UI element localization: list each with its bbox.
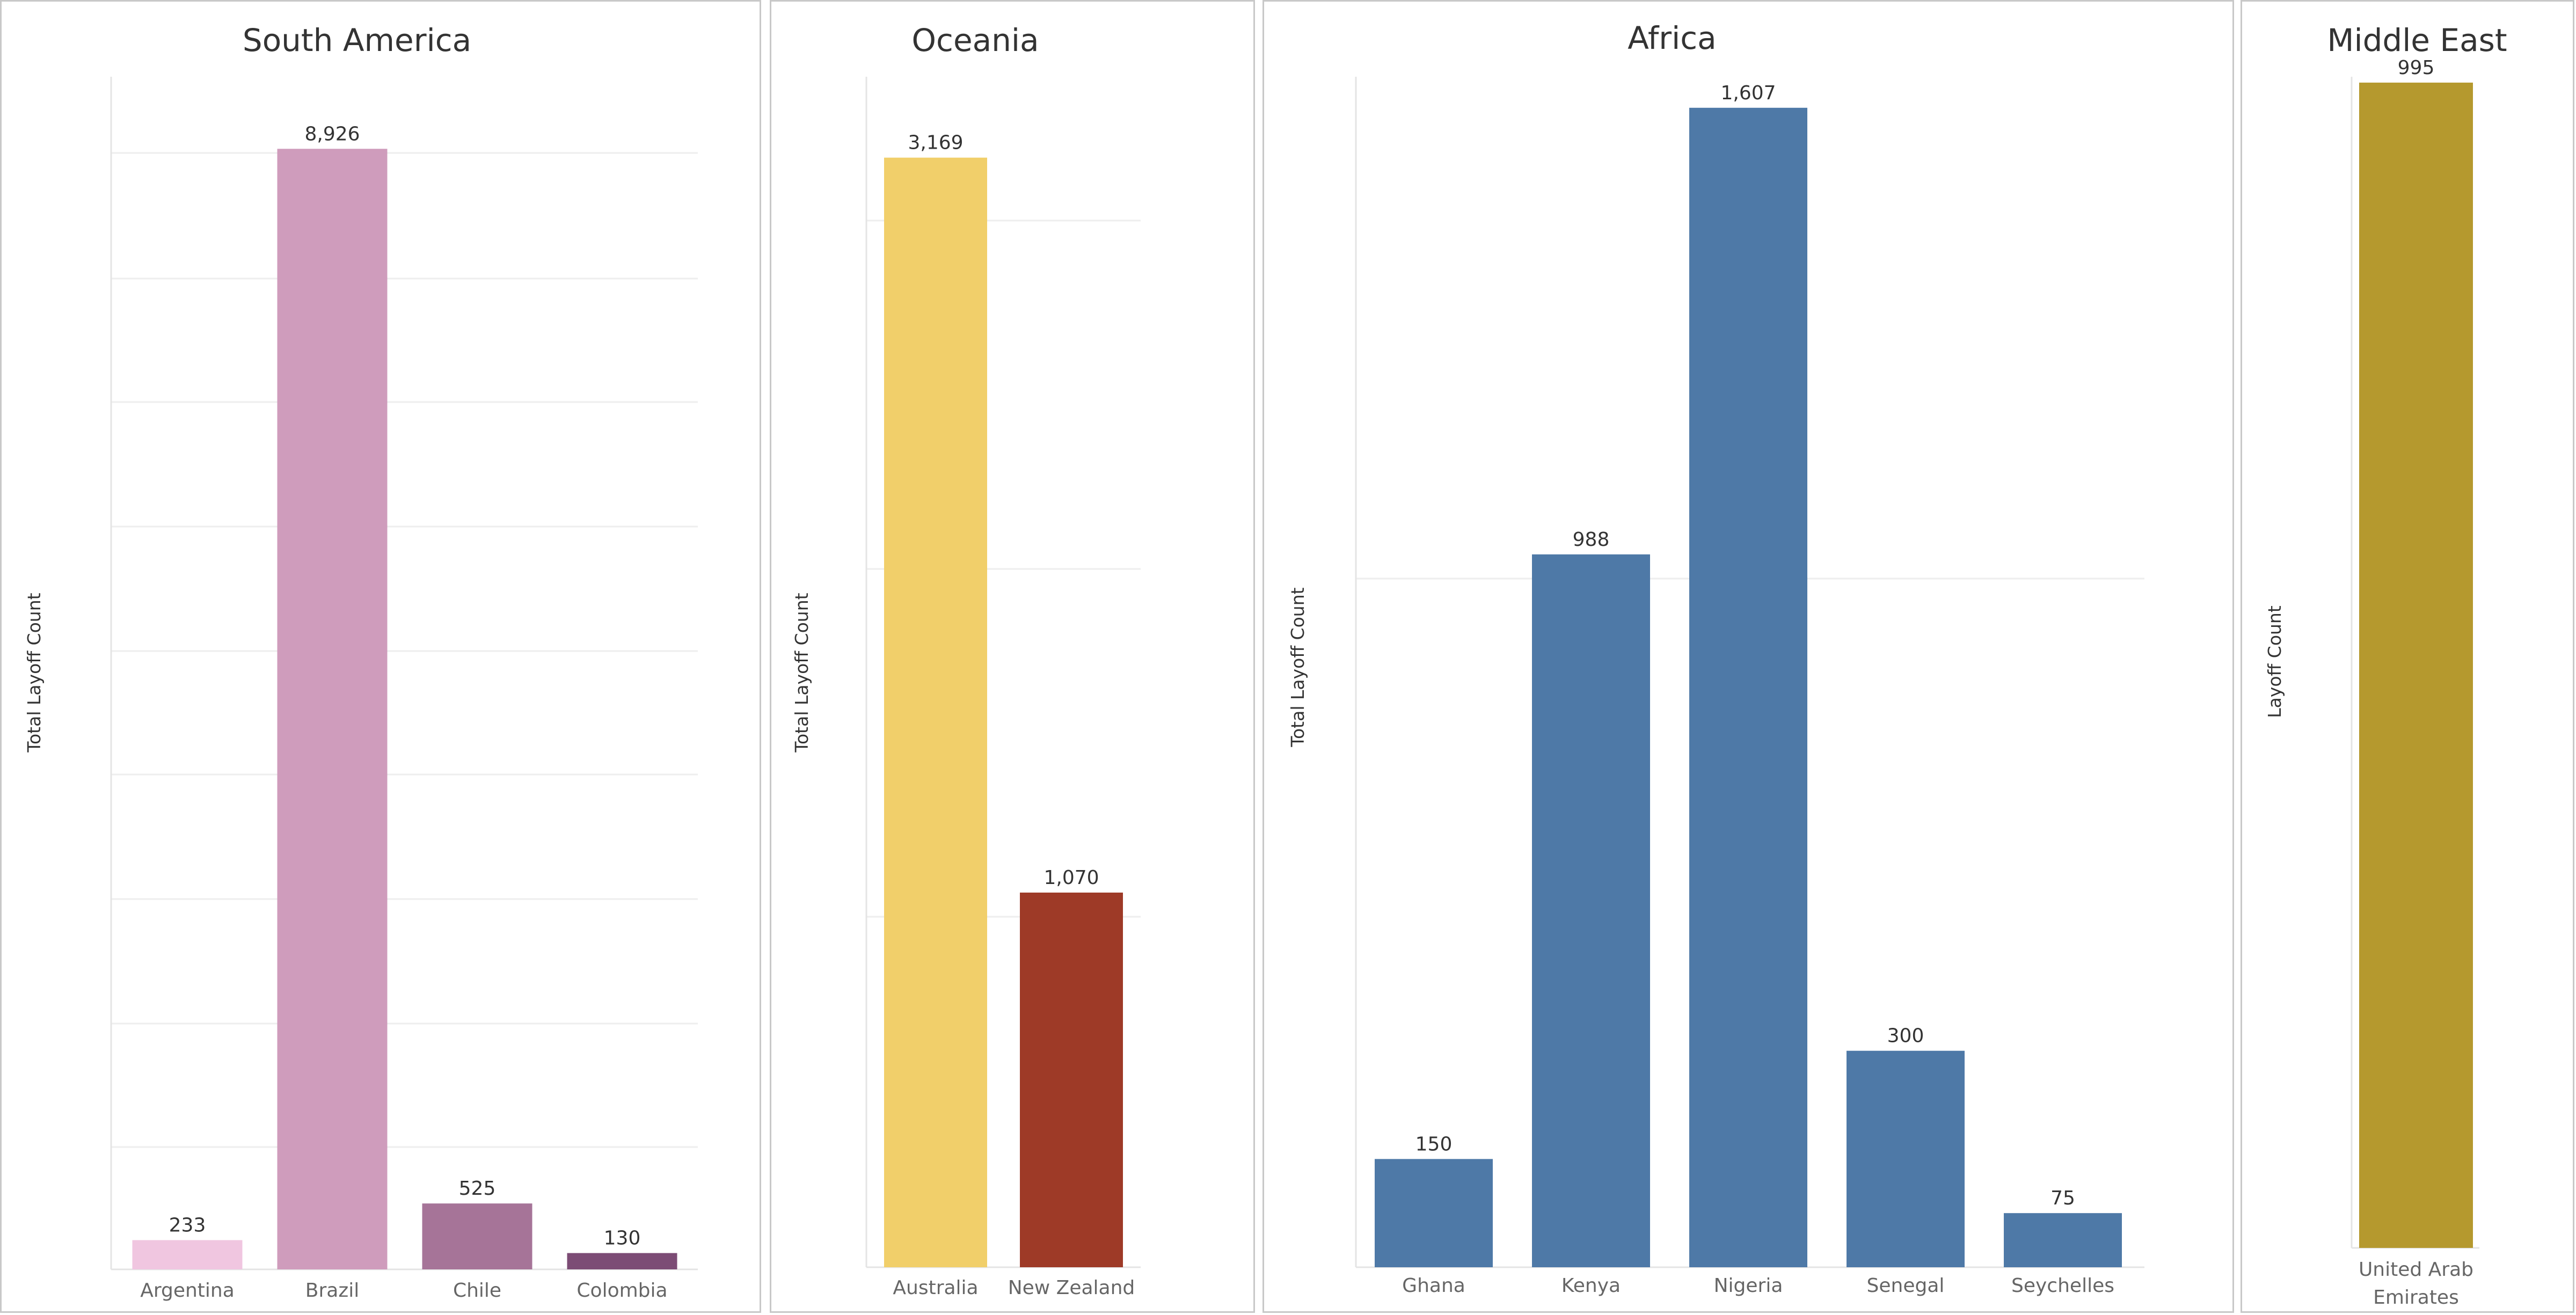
category-label: Kenya	[1561, 1275, 1621, 1297]
chart-title: South America	[243, 22, 471, 59]
data-label: 233	[169, 1215, 206, 1237]
data-label: 1,070	[1043, 867, 1099, 889]
data-label: 75	[2050, 1187, 2075, 1209]
bar-seychelles[interactable]	[2004, 1213, 2122, 1267]
bar-australia[interactable]	[884, 157, 987, 1267]
category-label: Seychelles	[2011, 1275, 2114, 1297]
data-label: 8,926	[304, 123, 360, 145]
bar-brazil[interactable]	[277, 149, 388, 1269]
category-label: Colombia	[577, 1280, 667, 1302]
chart-panel-south-america: South America Total Layoff Count 233 Argent…	[0, 0, 761, 1313]
y-axis-label: Total Layoff Count	[791, 593, 812, 753]
bar-senegal[interactable]	[1847, 1050, 1965, 1267]
chart-panel-oceania: Oceania Total Layoff Count 3,169 Australia 1…	[770, 0, 1255, 1313]
data-label: 525	[459, 1178, 496, 1200]
chart-svg-middle-east: Middle East Layoff Count 995 United Arab Emi…	[2264, 22, 2507, 1309]
category-label: Nigeria	[1714, 1275, 1783, 1297]
bar-chile[interactable]	[422, 1203, 532, 1269]
bar-ghana[interactable]	[1375, 1159, 1493, 1267]
data-label: 988	[1573, 529, 1610, 551]
chart-title: Oceania	[911, 22, 1039, 59]
bar-united-arab-emirates[interactable]	[2359, 82, 2473, 1248]
data-label: 130	[604, 1228, 641, 1250]
category-label: New Zealand	[1008, 1277, 1135, 1299]
category-label: United Arab Emirates	[2359, 1259, 2473, 1309]
bar-argentina[interactable]	[132, 1240, 243, 1269]
data-label: 300	[1887, 1025, 1924, 1047]
data-label: 1,607	[1720, 82, 1776, 104]
category-label: Argentina	[140, 1280, 235, 1302]
data-label: 995	[2398, 57, 2435, 79]
category-label: Chile	[453, 1280, 501, 1302]
chart-panel-middle-east: Middle East Layoff Count 995 United Arab Emi…	[2241, 0, 2574, 1313]
chart-title: Middle East	[2327, 22, 2507, 59]
bar-kenya[interactable]	[1532, 554, 1650, 1267]
category-label: Australia	[893, 1277, 978, 1299]
chart-svg-africa: Africa Total Layoff Count 150 Ghana 988 Kenya…	[1287, 20, 2144, 1297]
bar-new-zealand[interactable]	[1020, 892, 1123, 1267]
category-label: Ghana	[1402, 1275, 1465, 1297]
category-label: Senegal	[1867, 1275, 1945, 1297]
category-label-line: United Arab	[2359, 1259, 2473, 1281]
chart-svg-oceania: Oceania Total Layoff Count 3,169 Australia 1…	[791, 22, 1141, 1299]
y-axis-label: Total Layoff Count	[24, 593, 45, 753]
chart-svg-south-america: South America Total Layoff Count 233 Argent…	[24, 22, 698, 1302]
data-label: 3,169	[908, 132, 963, 154]
category-label-line: Emirates	[2373, 1287, 2459, 1309]
category-label: Brazil	[305, 1280, 359, 1302]
chart-panel-africa: Africa Total Layoff Count 150 Ghana 988 Kenya…	[1263, 0, 2234, 1313]
data-label: 150	[1415, 1133, 1453, 1155]
bar-nigeria[interactable]	[1689, 107, 1807, 1267]
y-axis-label: Layoff Count	[2264, 605, 2285, 718]
bar-colombia[interactable]	[567, 1253, 677, 1269]
y-axis-label: Total Layoff Count	[1287, 587, 1308, 747]
chart-title: Africa	[1628, 20, 1716, 56]
